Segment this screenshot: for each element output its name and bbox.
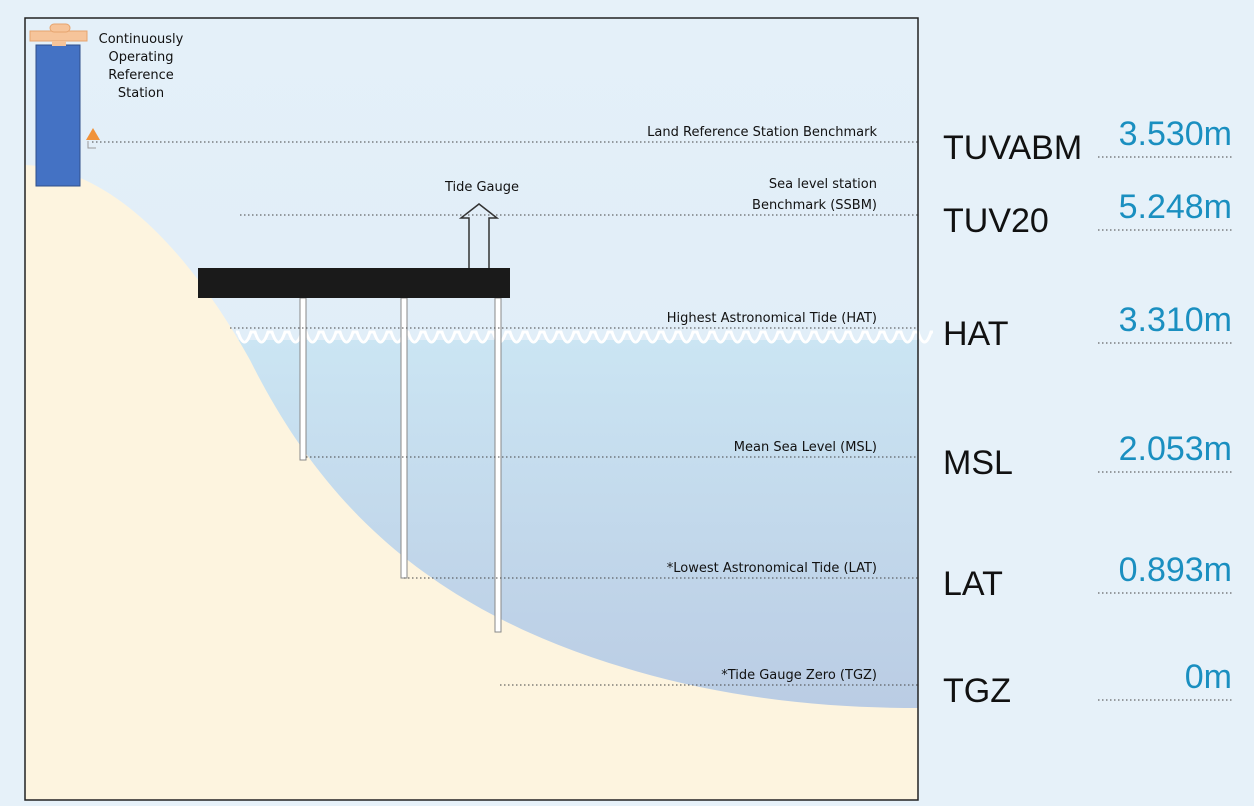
level-description: *Lowest Astronomical Tide (LAT) xyxy=(667,561,877,576)
station-label-line: Station xyxy=(118,86,164,101)
level-value: 3.310m xyxy=(1119,301,1232,339)
station-label-line: Reference xyxy=(108,68,173,83)
level-value: 0m xyxy=(1185,658,1232,696)
level-value: 2.053m xyxy=(1119,430,1232,468)
level-description: Highest Astronomical Tide (HAT) xyxy=(667,311,877,326)
level-description: Land Reference Station Benchmark xyxy=(647,125,877,140)
level-value: 3.530m xyxy=(1119,115,1232,153)
level-description: *Tide Gauge Zero (TGZ) xyxy=(721,668,877,683)
level-description: Mean Sea Level (MSL) xyxy=(734,440,877,455)
station-antenna-top xyxy=(50,24,70,32)
tide-gauge-label: Tide Gauge xyxy=(444,180,519,195)
level-code: LAT xyxy=(943,565,1003,603)
level-code: TUVABM xyxy=(943,129,1082,167)
level-code: TUV20 xyxy=(943,202,1049,240)
tide-diagram: Tide Gauge Continuously Operating Referenc… xyxy=(0,0,1254,806)
pier-deck xyxy=(198,268,510,298)
level-description: Sea level station xyxy=(769,177,877,192)
station-mast xyxy=(36,45,80,186)
station-label-line: Continuously xyxy=(99,32,184,47)
level-value: 5.248m xyxy=(1119,188,1232,226)
station-label-line: Operating xyxy=(109,50,174,65)
level-value: 0.893m xyxy=(1119,551,1232,589)
station-antenna-base xyxy=(52,41,66,46)
level-code: TGZ xyxy=(943,672,1011,710)
level-code: MSL xyxy=(943,444,1013,482)
level-description: Benchmark (SSBM) xyxy=(752,198,877,213)
level-code: HAT xyxy=(943,315,1008,353)
